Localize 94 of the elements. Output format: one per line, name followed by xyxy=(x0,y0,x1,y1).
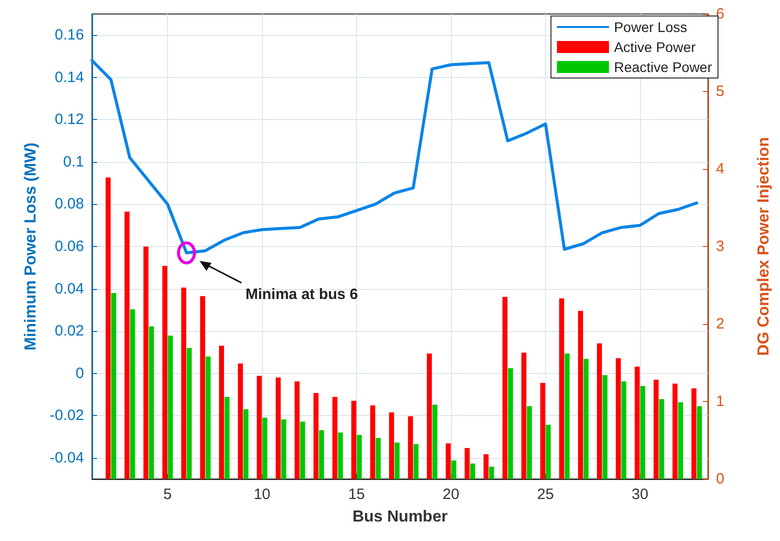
x-tick-label: 30 xyxy=(632,486,648,503)
bar xyxy=(356,434,362,479)
bar xyxy=(521,352,526,479)
bar xyxy=(616,358,621,479)
y2-tick-label: 5 xyxy=(716,83,724,100)
bar xyxy=(281,419,286,479)
bar xyxy=(502,296,508,479)
bar xyxy=(186,348,192,479)
bar xyxy=(162,266,168,479)
legend-label: Reactive Power xyxy=(614,59,712,75)
bar xyxy=(564,353,570,479)
bar xyxy=(338,432,343,479)
annotation: Minima at bus 6 xyxy=(245,286,358,303)
bar xyxy=(446,443,451,479)
bar xyxy=(408,416,413,479)
bar xyxy=(238,364,243,479)
y-tick-label: -0.02 xyxy=(50,407,84,424)
y-tick-label: 0.14 xyxy=(54,68,84,86)
bar xyxy=(376,438,381,479)
y2-tick-label: 4 xyxy=(716,160,724,178)
bar xyxy=(243,409,248,479)
bar xyxy=(262,418,268,479)
bar xyxy=(432,404,438,479)
bar xyxy=(351,400,356,479)
bar xyxy=(426,353,432,479)
x-axis-title: Bus Number xyxy=(352,508,448,526)
x-tick-label: 15 xyxy=(348,486,365,503)
bar xyxy=(314,392,318,479)
bar xyxy=(319,430,324,479)
bar xyxy=(451,460,456,479)
bar xyxy=(124,212,130,479)
x-tick-label: 25 xyxy=(537,486,554,503)
bar xyxy=(256,376,262,479)
bar xyxy=(584,358,589,479)
bar xyxy=(106,178,111,479)
bar xyxy=(634,366,640,479)
bar xyxy=(224,396,230,479)
bar xyxy=(696,406,702,479)
legend-label: Active Power xyxy=(614,39,696,55)
bar xyxy=(596,343,602,479)
y2-axis-title: DG Complex Power Injection xyxy=(756,137,772,356)
bar xyxy=(640,386,646,479)
y-tick-label: 0.1 xyxy=(63,153,84,170)
bar xyxy=(470,464,476,479)
bar xyxy=(526,406,532,479)
bar xyxy=(181,288,186,479)
bar xyxy=(559,298,564,479)
y-tick-label: -0.04 xyxy=(50,449,84,466)
bar xyxy=(370,405,376,479)
bar xyxy=(130,309,136,479)
bar xyxy=(200,296,206,479)
x-tick-label: 10 xyxy=(254,486,270,503)
bar xyxy=(659,399,664,479)
y2-tick-label: 3 xyxy=(716,238,724,255)
bar xyxy=(143,246,148,479)
bar xyxy=(148,326,154,479)
legend-label: Power Loss xyxy=(614,19,688,35)
bar xyxy=(540,382,546,479)
y2-tick-label: 1 xyxy=(716,393,724,410)
bar xyxy=(484,454,489,479)
y-tick-label: 0.02 xyxy=(54,322,84,340)
bar xyxy=(332,396,338,479)
y2-tick-label: 2 xyxy=(716,316,724,332)
bar xyxy=(389,412,394,479)
y-axis-title: Minimum Power Loss (MW) xyxy=(22,142,40,350)
bar xyxy=(546,424,551,479)
bar xyxy=(111,293,116,479)
y-tick-label: 0.04 xyxy=(54,280,84,298)
bar xyxy=(168,336,173,479)
x-tick-label: 5 xyxy=(163,486,172,503)
y-tick-label: 0.08 xyxy=(54,196,84,213)
bar xyxy=(394,442,400,479)
bar xyxy=(206,356,211,479)
bar xyxy=(621,381,626,479)
bar xyxy=(654,380,659,479)
y-tick-label: 0.16 xyxy=(54,26,84,44)
bar xyxy=(294,381,300,479)
bar xyxy=(489,466,494,479)
bar xyxy=(672,384,678,479)
bar xyxy=(413,444,418,479)
bar xyxy=(602,375,608,479)
y-tick-label: 0 xyxy=(76,364,84,382)
y-tick-label: 0.06 xyxy=(54,238,84,255)
x-tick-label: 20 xyxy=(442,486,460,503)
y2-tick-label: 0 xyxy=(716,470,724,488)
bar xyxy=(678,402,684,479)
bar xyxy=(276,377,281,479)
bar xyxy=(300,422,306,479)
bar xyxy=(464,448,470,479)
bar xyxy=(578,310,584,479)
bar xyxy=(691,388,696,479)
y-tick-label: 0.12 xyxy=(54,111,84,128)
bar xyxy=(508,368,513,479)
bar xyxy=(219,346,224,479)
